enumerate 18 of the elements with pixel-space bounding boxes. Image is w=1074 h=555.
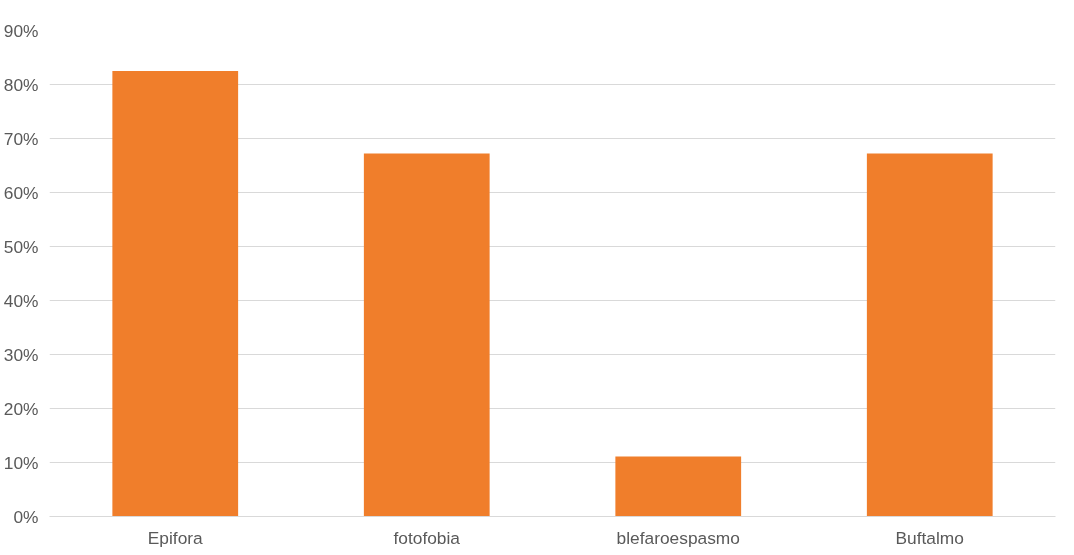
y-tick-label: 0% xyxy=(13,506,39,527)
x-tick-label: Buftalmo xyxy=(895,527,964,548)
bar xyxy=(112,71,239,517)
y-tick-label: 90% xyxy=(3,20,39,41)
y-tick-label: 60% xyxy=(3,182,39,203)
x-tick-label: fotofobia xyxy=(393,527,461,548)
y-tick-label: 30% xyxy=(3,344,39,365)
bar xyxy=(615,456,742,517)
bar xyxy=(866,153,993,517)
y-tick-label: 50% xyxy=(3,236,39,257)
y-tick-label: 70% xyxy=(3,128,39,149)
bar xyxy=(363,153,490,517)
x-tick-label: Epifora xyxy=(147,527,204,548)
x-tick-label: blefaroespasmo xyxy=(616,527,740,548)
y-tick-label: 80% xyxy=(3,74,39,95)
y-tick-label: 40% xyxy=(3,290,39,311)
y-tick-label: 10% xyxy=(3,452,39,473)
y-tick-label: 20% xyxy=(3,398,39,419)
